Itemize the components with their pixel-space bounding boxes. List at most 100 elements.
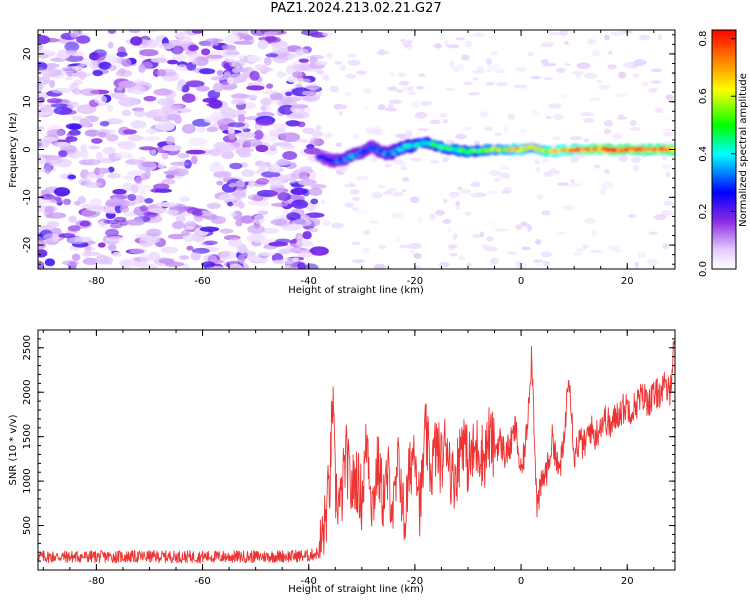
heatmap-cell [662,243,669,250]
snr-panel: -80 -60 -40 -20 0 20 500 1000 1500 2000 2500 Heig… [8,329,676,595]
heatmap-cell [237,113,246,123]
heatmap-cell [447,226,452,233]
heatmap-cell [40,37,60,43]
heatmap-cell [657,34,662,41]
heatmap-cell [188,137,208,147]
heatmap-cell [373,263,386,269]
heatmap-cell [231,99,246,105]
heatmap-cell [470,70,484,74]
heatmap-cell [269,145,277,151]
heatmap-cell [616,116,628,120]
heatmap-cell [291,104,309,109]
heatmap-cell [154,121,175,131]
heatmap-cell [166,114,181,121]
heatmap-cell [204,41,219,47]
heatmap-cell [43,156,64,165]
heatmap-cell [387,103,394,110]
heatmap-cell [240,215,255,224]
heatmap-cell [130,120,147,129]
snr-x-axis-label: Height of straight line (km) [288,584,424,595]
heatmap-cell [661,128,673,132]
heatmap-cell [299,166,313,171]
heatmap-cell [171,104,184,109]
heatmap-cell [355,175,369,181]
heatmap-cell [521,246,531,251]
heatmap-cell [127,193,137,201]
heatmap-cell [322,220,331,227]
heatmap-cell [158,43,175,50]
heatmap-cell [260,228,280,234]
heatmap-cell [38,249,48,258]
heatmap-cell [97,242,106,248]
heatmap-cell [343,183,357,188]
heatmap-cell [543,77,553,81]
heatmap-cell [76,35,91,44]
heatmap-cell [139,61,153,70]
heatmap-cell [122,129,137,135]
heatmap-cell [83,159,101,166]
heatmap-cell [65,54,84,63]
heatmap-cell [347,53,357,58]
heatmap-cell [474,140,480,147]
heatmap-cell [221,60,229,68]
heatmap-cell [85,173,98,180]
heatmap-cell [339,64,347,71]
heatmap-cell [255,178,270,185]
heatmap-cell [315,124,322,131]
heatmap-cell [479,231,485,238]
heatmap-cell [442,198,448,204]
heatmap-cell [466,33,478,37]
heatmap-cell [156,69,167,77]
heatmap-cell [286,212,301,221]
heatmap-cell [474,32,485,37]
colorbar-tick-label: 0.6 [698,88,709,104]
heatmap-cell [603,128,612,135]
heatmap-cell [76,104,97,115]
spectrogram-signal-trace [314,136,675,168]
heatmap-cell [69,30,79,38]
x-tick-label: -80 [88,276,104,287]
heatmap-cell [610,31,625,37]
heatmap-cell [468,92,481,96]
heatmap-cell [109,222,123,229]
heatmap-cell [263,56,272,66]
heatmap-cell [254,64,267,71]
heatmap-cell [122,175,135,180]
heatmap-cell [409,250,415,254]
heatmap-cell [297,251,313,258]
heatmap-cell [268,180,286,187]
heatmap-cell [309,171,317,180]
heatmap-cell [410,157,422,162]
heatmap-cell [552,136,561,141]
heatmap-cell [161,178,176,185]
heatmap-cell [129,85,147,95]
heatmap-cell [95,151,104,162]
heatmap-cell [384,163,392,168]
heatmap-cell [83,249,91,258]
y-tick-label: 10 [22,95,33,108]
heatmap-cell [277,158,287,165]
heatmap-cell [227,122,246,128]
heatmap-cell [191,155,198,165]
heatmap-cell [71,253,81,261]
heatmap-cell [290,187,308,195]
heatmap-cell [344,202,355,208]
heatmap-cell [650,68,663,73]
heatmap-cell [544,171,554,177]
x-tick-label: -60 [194,576,210,587]
y-tick-label: 0 [22,146,33,152]
heatmap-cell [320,199,326,205]
heatmap-cell [38,156,46,164]
heatmap-cell [344,91,351,96]
heatmap-cell [569,136,583,141]
heatmap-cell [389,99,403,104]
heatmap-cell [272,123,289,129]
heatmap-cell [663,200,674,206]
heatmap-cell [641,81,649,88]
heatmap-cell [248,179,255,189]
heatmap-cell [270,219,288,226]
heatmap-cell [541,58,549,66]
heatmap-cell [285,120,301,127]
heatmap-cell [321,31,334,37]
heatmap-cell [139,235,158,246]
